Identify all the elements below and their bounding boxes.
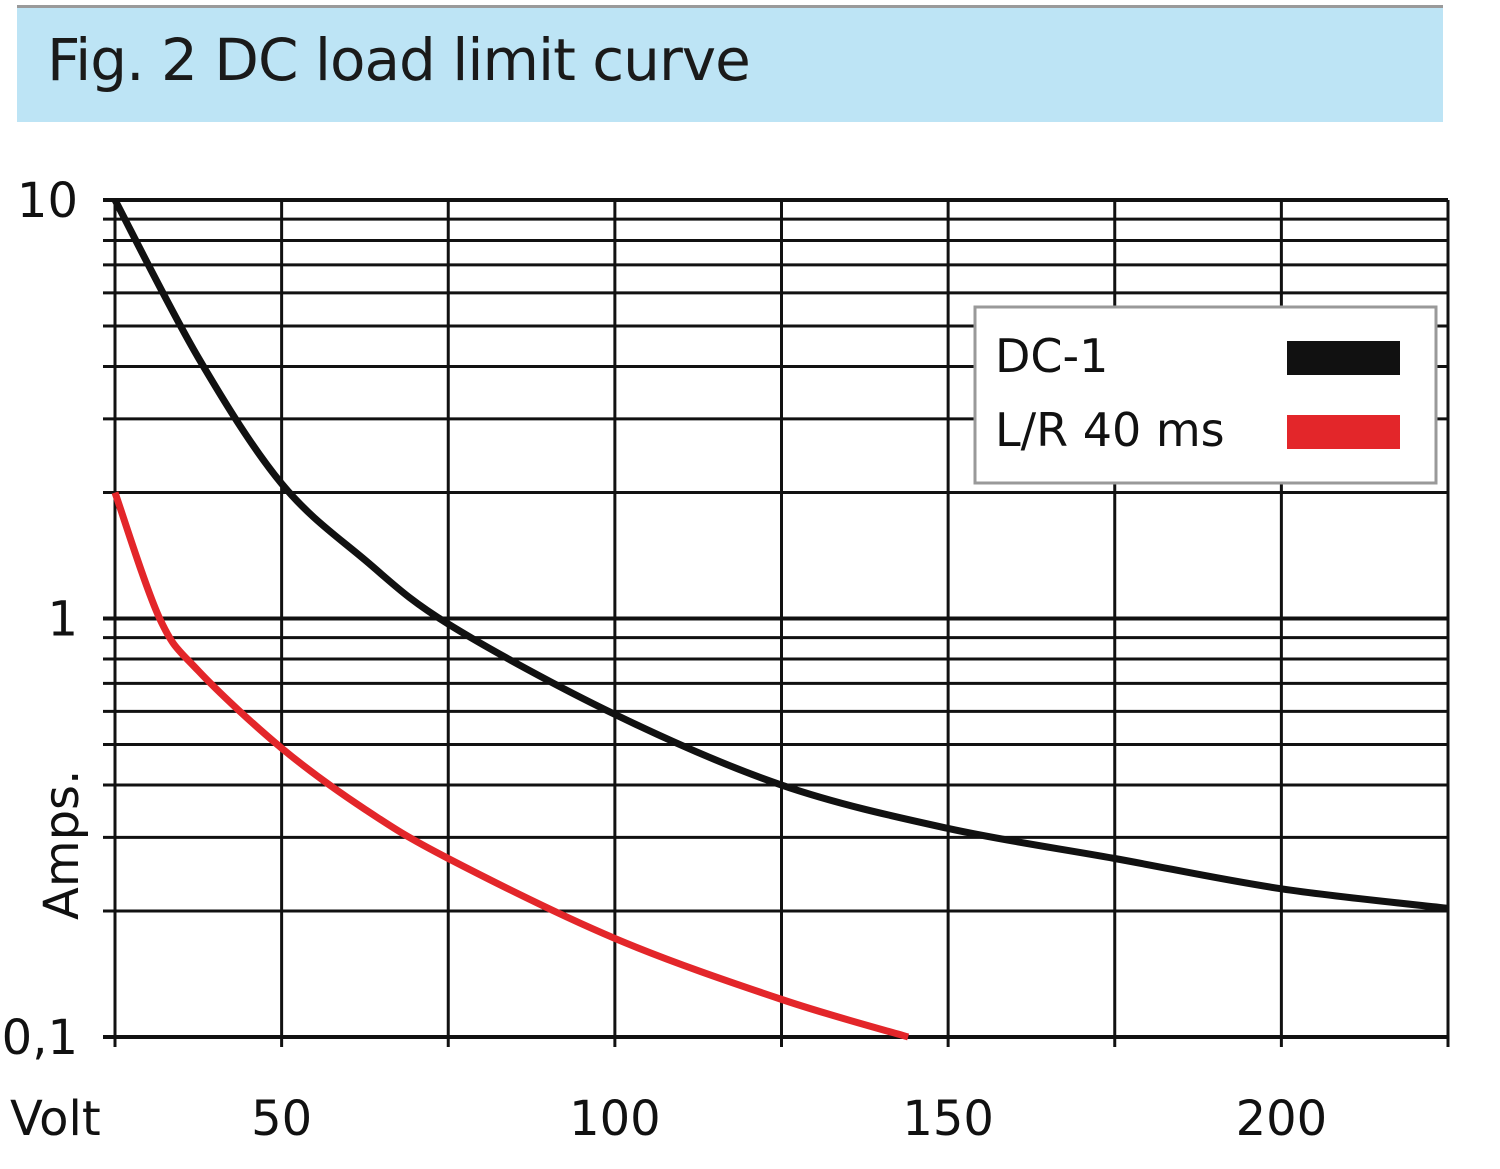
curves xyxy=(111,198,1449,1041)
x-tick-label: 150 xyxy=(902,1091,994,1147)
x-axis-label: Volt xyxy=(10,1091,101,1147)
legend-box xyxy=(973,305,1438,485)
tick-labels: 50 100 150 200 10 1 0,1 xyxy=(2,173,1328,1147)
y-tick-label: 1 xyxy=(47,592,78,648)
series-line-1 xyxy=(111,491,910,1041)
x-tick-label: 200 xyxy=(1236,1091,1328,1147)
legend-label-lr40: L/R 40 ms xyxy=(995,403,1225,457)
legend: DC-1 L/R 40 ms xyxy=(973,305,1438,485)
y-tick-label: 0,1 xyxy=(2,1010,78,1066)
series-line-0 xyxy=(111,198,1449,912)
title-banner: Fig. 2 DC load limit curve xyxy=(17,5,1443,122)
legend-label-dc1: DC-1 xyxy=(995,329,1108,383)
chart-title: Fig. 2 DC load limit curve xyxy=(47,26,751,94)
y-tick-label: 10 xyxy=(17,173,78,229)
x-tick-label: 50 xyxy=(251,1091,312,1147)
legend-swatch-dc1 xyxy=(1287,341,1400,375)
x-tick-label: 100 xyxy=(569,1091,661,1147)
y-axis-label: Amps. xyxy=(34,770,90,920)
legend-swatch-lr40 xyxy=(1287,415,1400,449)
